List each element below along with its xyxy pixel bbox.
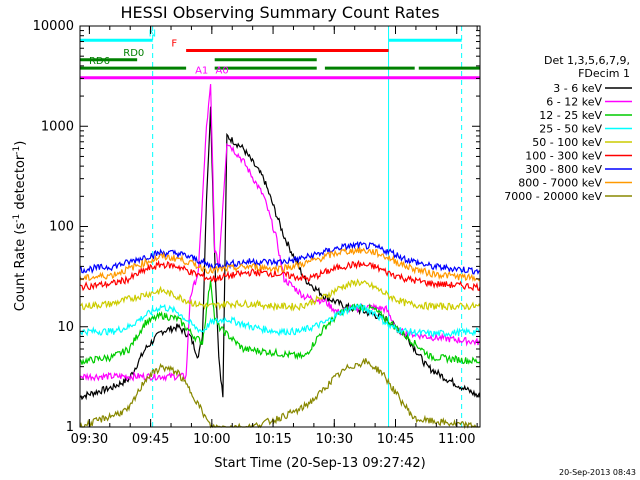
legend-entry-label: 3 - 6 keV: [553, 82, 602, 95]
y-tick-label: 100: [49, 220, 74, 235]
series-layer: [79, 84, 481, 430]
y-axis-label-mid: detector: [13, 154, 28, 214]
x-tick-label: 11:00: [438, 432, 475, 447]
y-axis-label-end: ): [13, 141, 28, 146]
series-line-4: [80, 278, 481, 312]
y-tick-label: 1: [66, 420, 74, 435]
state-label-rd6: RD6: [89, 56, 110, 67]
legend-entry-label: 6 - 12 keV: [546, 96, 602, 109]
state-label-n: N: [149, 28, 156, 39]
series-line-2: [79, 280, 481, 365]
legend-entry-label: 12 - 25 keV: [539, 109, 602, 122]
x-axis-label: Start Time (20-Sep-13 09:27:42): [214, 456, 425, 471]
y-axis-label: Count Rate (s-1 detector-1): [12, 141, 28, 312]
y-tick-label: 10000: [33, 19, 74, 34]
series-line-7: [79, 246, 481, 283]
state-label-rd0: RD0: [123, 48, 144, 59]
series-line-3: [79, 302, 481, 338]
y-axis-label-sup1: -1: [12, 214, 22, 223]
series-line-6: [79, 240, 480, 275]
legend-header-line2: FDecim 1: [578, 67, 630, 80]
night-boundary-lines: [152, 26, 463, 427]
chart-title: HESSI Observing Summary Count Rates: [120, 3, 439, 22]
legend-entry-label: 300 - 800 keV: [525, 163, 602, 176]
state-label-a0: A0: [216, 66, 229, 77]
x-tick-label: 10:00: [193, 432, 230, 447]
legend-header-line1: Det 1,3,5,6,7,9,: [544, 54, 630, 67]
legend-entry-label: 50 - 100 keV: [532, 136, 602, 149]
x-tick-label: 10:15: [254, 432, 291, 447]
legend-entry-label: 100 - 300 keV: [525, 150, 602, 163]
axis-ticks: 09:30 09:45 10:00 10:15 10:30 10:45 11:00 1 10 10…: [33, 19, 480, 447]
y-tick-label: 1000: [41, 119, 74, 134]
series-line-1: [79, 84, 481, 383]
legend-entry-label: 7000 - 20000 keV: [504, 190, 602, 203]
legend-entry-label: 800 - 7000 keV: [518, 177, 602, 190]
instrument-state-bars: N F RD0 RD6 A1 A0: [80, 28, 480, 80]
state-label-a1: A1: [195, 66, 208, 77]
legend-entry-label: 25 - 50 keV: [539, 123, 602, 136]
series-line-8: [79, 357, 480, 430]
generation-timestamp: 20-Sep-2013 08:43: [559, 468, 636, 477]
x-tick-label: 09:30: [71, 432, 108, 447]
state-label-f: F: [171, 38, 177, 49]
x-tick-label: 10:45: [377, 432, 414, 447]
series-line-0: [79, 106, 481, 401]
series-line-5: [80, 259, 481, 292]
y-axis-label-main: Count Rate (s: [13, 223, 28, 312]
x-tick-label: 10:30: [316, 432, 353, 447]
y-tick-label: 10: [57, 320, 74, 335]
x-tick-label: 09:45: [132, 432, 169, 447]
y-axis-label-sup2: -1: [12, 146, 22, 155]
